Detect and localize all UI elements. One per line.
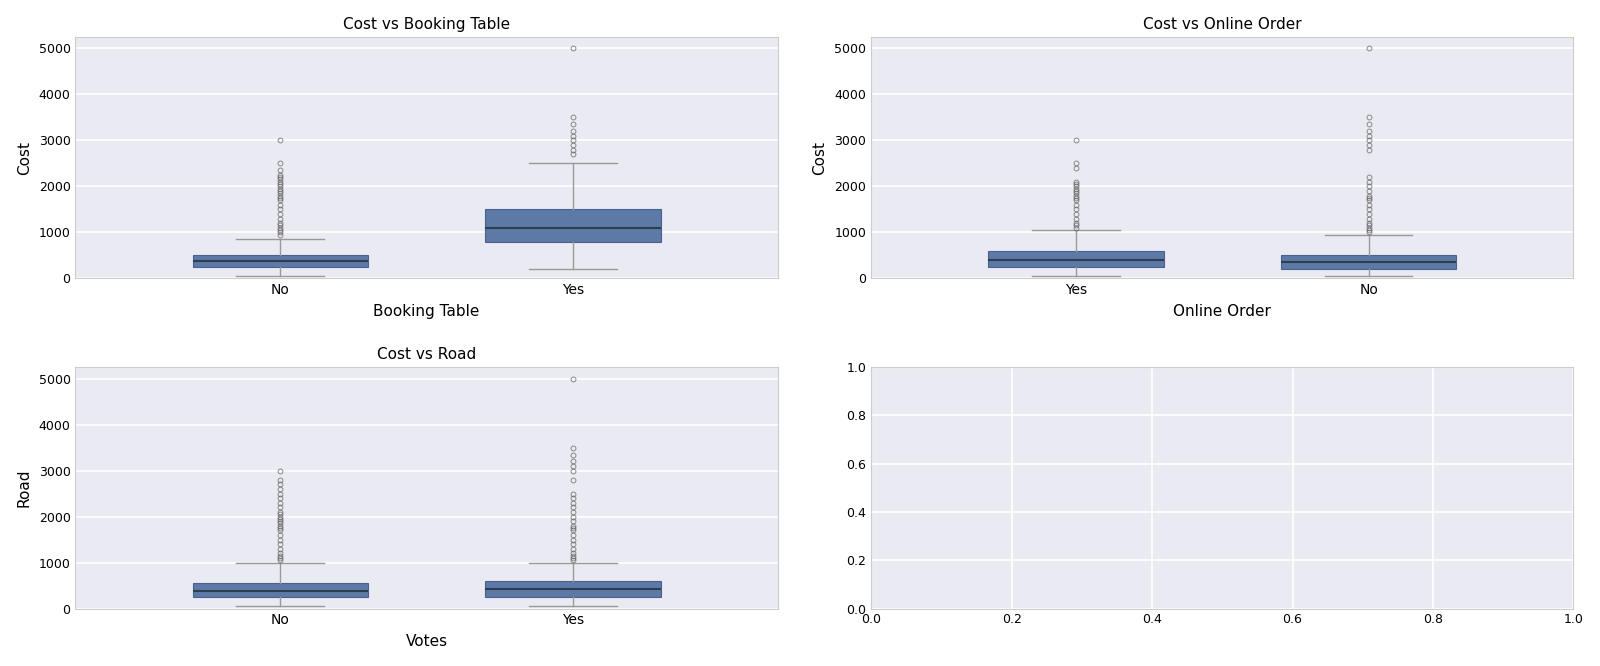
PathPatch shape xyxy=(989,250,1163,267)
X-axis label: Votes: Votes xyxy=(405,634,448,649)
Y-axis label: Road: Road xyxy=(16,469,32,507)
PathPatch shape xyxy=(1282,255,1456,269)
PathPatch shape xyxy=(192,583,368,597)
Y-axis label: Cost: Cost xyxy=(813,141,827,174)
X-axis label: Online Order: Online Order xyxy=(1173,304,1272,319)
Title: Cost vs Online Order: Cost vs Online Order xyxy=(1142,17,1302,32)
Title: Cost vs Road: Cost vs Road xyxy=(378,347,477,362)
PathPatch shape xyxy=(485,581,661,597)
PathPatch shape xyxy=(192,255,368,267)
Title: Cost vs Booking Table: Cost vs Booking Table xyxy=(342,17,510,32)
X-axis label: Booking Table: Booking Table xyxy=(373,304,480,319)
Y-axis label: Cost: Cost xyxy=(16,141,32,174)
PathPatch shape xyxy=(485,209,661,242)
